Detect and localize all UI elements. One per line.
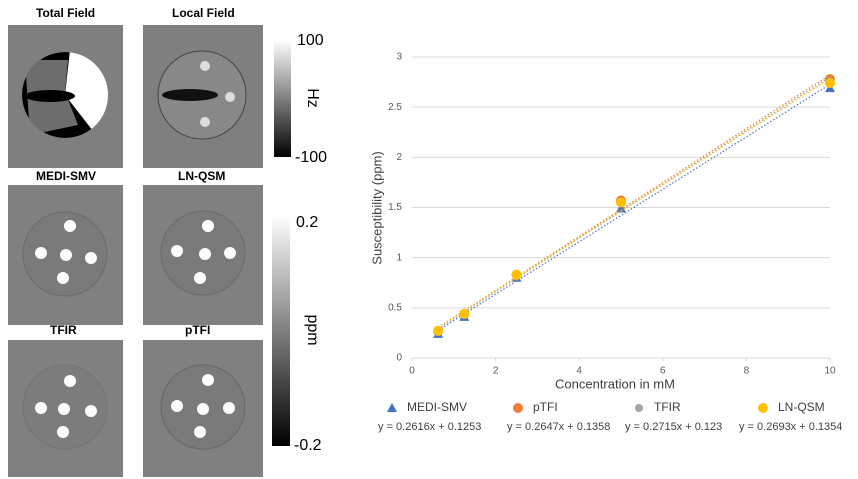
point bbox=[825, 78, 835, 88]
panel-title: Local Field bbox=[172, 6, 235, 20]
x-tick-label: 0 bbox=[409, 366, 415, 377]
image-medi-smv bbox=[8, 185, 123, 325]
colorbar bbox=[272, 215, 290, 446]
x-tick-label: 2 bbox=[493, 366, 499, 377]
y-tick-label: 0 bbox=[396, 353, 402, 364]
trendline-equation: y = 0.2616x + 0.1253 bbox=[378, 421, 481, 433]
image-tfir bbox=[8, 340, 123, 477]
trendline-equation: y = 0.2647x + 0.1358 bbox=[507, 421, 610, 433]
x-tick-label: 6 bbox=[660, 366, 666, 377]
x-axis-title: Concentration in mM bbox=[555, 376, 675, 391]
legend-label: MEDI-SMV bbox=[407, 400, 467, 414]
x-tick-label: 8 bbox=[744, 366, 750, 377]
panel-title: LN-QSM bbox=[178, 169, 225, 183]
colorbar bbox=[274, 40, 291, 157]
colorbar-label: Hz bbox=[304, 88, 321, 108]
trendline bbox=[438, 79, 830, 327]
y-tick-label: 3 bbox=[396, 52, 402, 63]
panel-title: Total Field bbox=[36, 6, 95, 20]
y-tick-label: 1.5 bbox=[388, 202, 402, 213]
y-tick-label: 2.5 bbox=[388, 102, 402, 113]
legend-marker bbox=[513, 403, 523, 413]
point bbox=[459, 309, 469, 319]
y-tick-label: 2 bbox=[396, 152, 402, 163]
x-tick-label: 4 bbox=[576, 366, 582, 377]
y-tick-label: 1 bbox=[396, 252, 402, 263]
point bbox=[512, 270, 522, 280]
legend-label: pTFI bbox=[533, 400, 558, 414]
trendline bbox=[438, 75, 830, 328]
panel-title: MEDI-SMV bbox=[36, 169, 96, 183]
image-ln-qsm bbox=[143, 185, 263, 325]
image-ptfi bbox=[143, 340, 263, 477]
y-tick-label: 0.5 bbox=[388, 302, 402, 313]
trendline-equation: y = 0.2693x + 0.1354 bbox=[739, 421, 842, 433]
image-local-field bbox=[143, 25, 263, 168]
y-axis-title: Susceptibility (ppm) bbox=[369, 151, 384, 264]
trendline-equation: y = 0.2715x + 0.123 bbox=[625, 421, 722, 433]
point bbox=[433, 326, 443, 336]
colorbar-label: ppm bbox=[304, 314, 321, 345]
legend-label: TFIR bbox=[654, 400, 681, 414]
legend-marker bbox=[387, 403, 397, 412]
colorbar-min: -0.2 bbox=[294, 437, 322, 454]
figure: Total Field Local Field MEDI-SMV LN-QSM … bbox=[0, 0, 858, 479]
x-tick-label: 10 bbox=[824, 366, 836, 377]
colorbar-max: 0.2 bbox=[296, 214, 318, 231]
legend-marker bbox=[758, 403, 768, 413]
legend-marker bbox=[635, 404, 643, 412]
panel-title: TFIR bbox=[50, 323, 77, 337]
colorbar-max: 100 bbox=[297, 32, 324, 49]
point bbox=[616, 197, 626, 207]
colorbar-min: -100 bbox=[295, 149, 327, 166]
legend-label: LN-QSM bbox=[778, 400, 825, 414]
panel-title: pTFI bbox=[185, 323, 210, 337]
image-total-field bbox=[8, 25, 123, 168]
chart: Susceptibility (ppm) Concentration in mM… bbox=[369, 52, 842, 433]
